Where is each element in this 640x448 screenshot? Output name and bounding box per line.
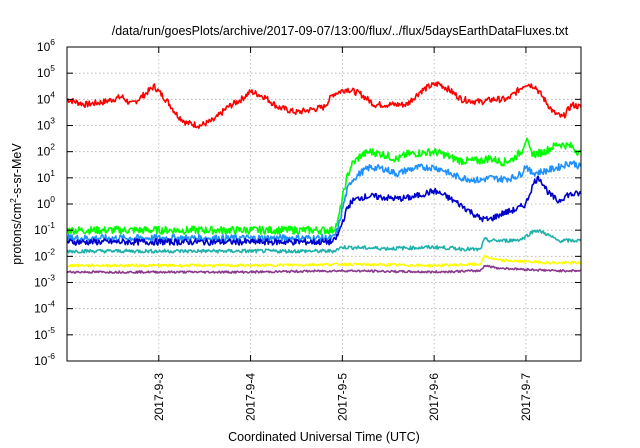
x-tick-label: 2017-9-5 xyxy=(335,373,349,421)
y-tick-label: 102 xyxy=(37,142,55,159)
y-tick-label: 10-4 xyxy=(34,299,55,316)
y-tick-label: 10-1 xyxy=(34,220,55,237)
y-tick-label: 106 xyxy=(37,37,55,54)
x-axis: 2017-9-3 2017-9-4 2017-9-5 2017-9-6 2017-9-7 xyxy=(152,47,533,421)
series-line-3 xyxy=(66,160,582,243)
y-tick-label: 10-5 xyxy=(34,325,55,342)
y-tick-label: 100 xyxy=(37,194,55,211)
x-axis-label: Coordinated Universal Time (UTC) xyxy=(228,430,420,444)
series-line-1 xyxy=(66,81,582,129)
y-tick-label: 101 xyxy=(37,168,55,185)
x-tick-label: 2017-9-6 xyxy=(427,373,441,421)
series-line-5 xyxy=(66,229,582,254)
y-tick-label: 10-3 xyxy=(34,273,55,290)
series-line-7 xyxy=(66,264,582,274)
y-tick-label: 105 xyxy=(37,63,55,80)
y-tick-label: 104 xyxy=(37,89,55,106)
y-axis: 10-6 10-5 10-4 10-3 10-2 10-1 100 101 102 103 104 1… xyxy=(34,37,581,368)
x-tick-label: 2017-9-7 xyxy=(519,373,533,421)
series-line-4 xyxy=(66,175,582,246)
chart-title: /data/run/goesPlots/archive/2017-09-07/1… xyxy=(112,24,569,38)
y-tick-label: 103 xyxy=(37,116,55,133)
series-line-2 xyxy=(66,137,582,235)
y-axis-label: protons/cm2-s-sr-MeV xyxy=(8,143,24,265)
y-tick-label: 10-2 xyxy=(34,246,55,263)
x-tick-label: 2017-9-4 xyxy=(244,373,258,421)
series-line-6 xyxy=(66,255,582,268)
y-tick-label: 10-6 xyxy=(34,351,55,368)
series-group xyxy=(66,81,582,274)
x-tick-label: 2017-9-3 xyxy=(152,373,166,421)
